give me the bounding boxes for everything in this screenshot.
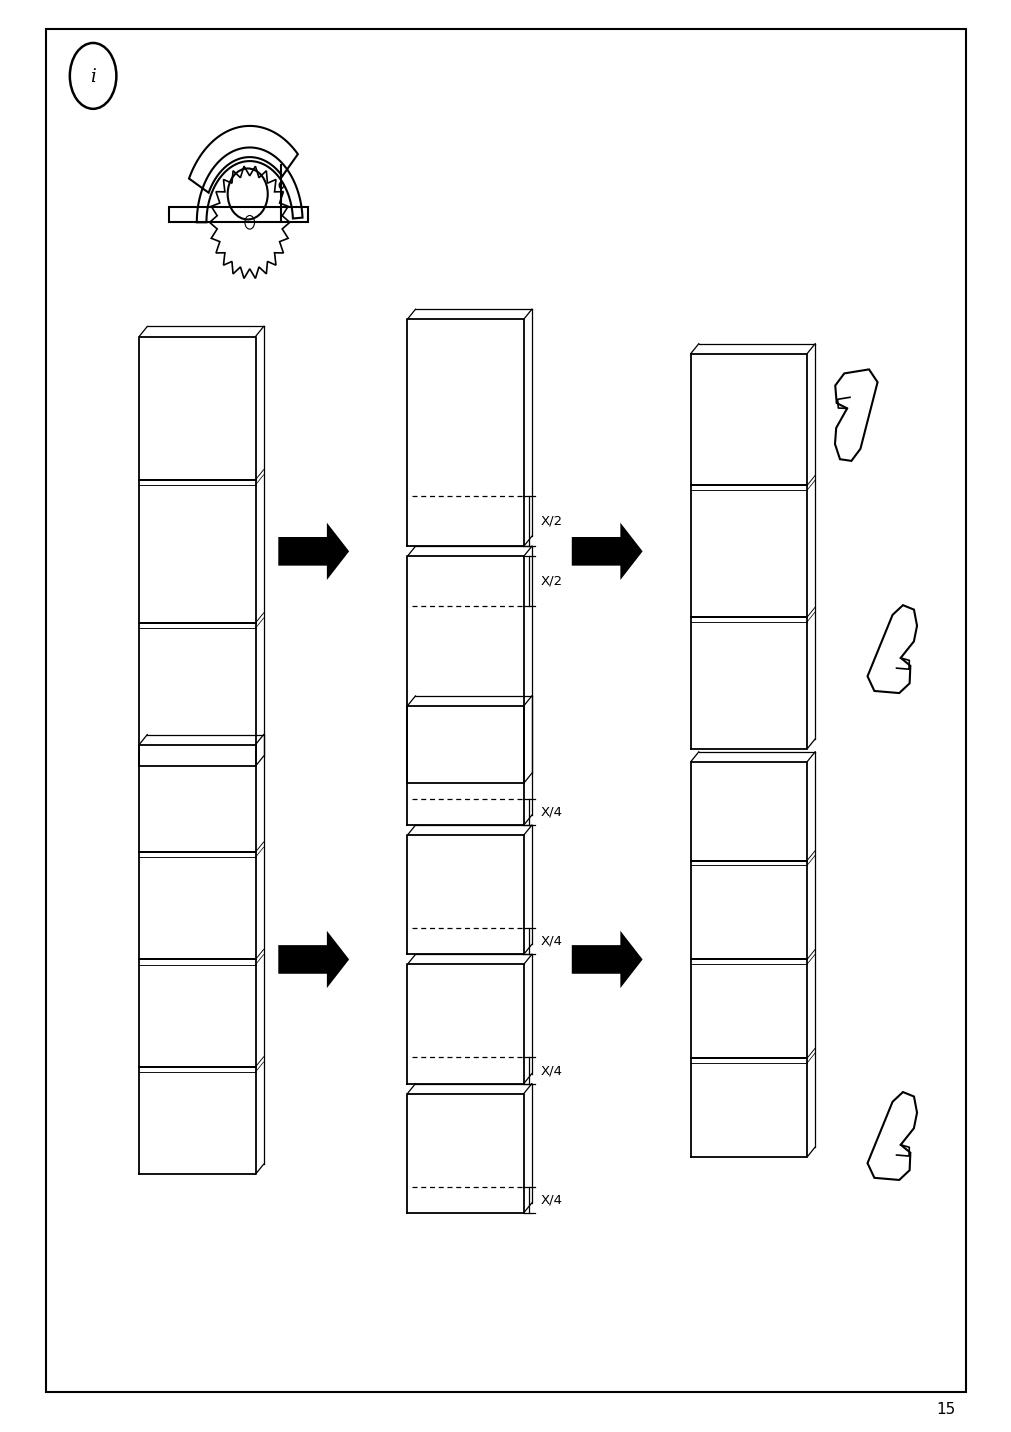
Polygon shape [571, 931, 642, 988]
Text: 15: 15 [935, 1402, 955, 1416]
Text: X/4: X/4 [541, 806, 562, 819]
Text: X/2: X/2 [541, 574, 562, 587]
Text: X/2: X/2 [541, 516, 562, 528]
Text: X/4: X/4 [541, 935, 562, 948]
Text: X/4: X/4 [541, 1193, 562, 1206]
Polygon shape [278, 523, 349, 580]
Text: X/4: X/4 [541, 1064, 562, 1077]
Text: i: i [90, 69, 96, 86]
Polygon shape [571, 523, 642, 580]
Polygon shape [278, 931, 349, 988]
